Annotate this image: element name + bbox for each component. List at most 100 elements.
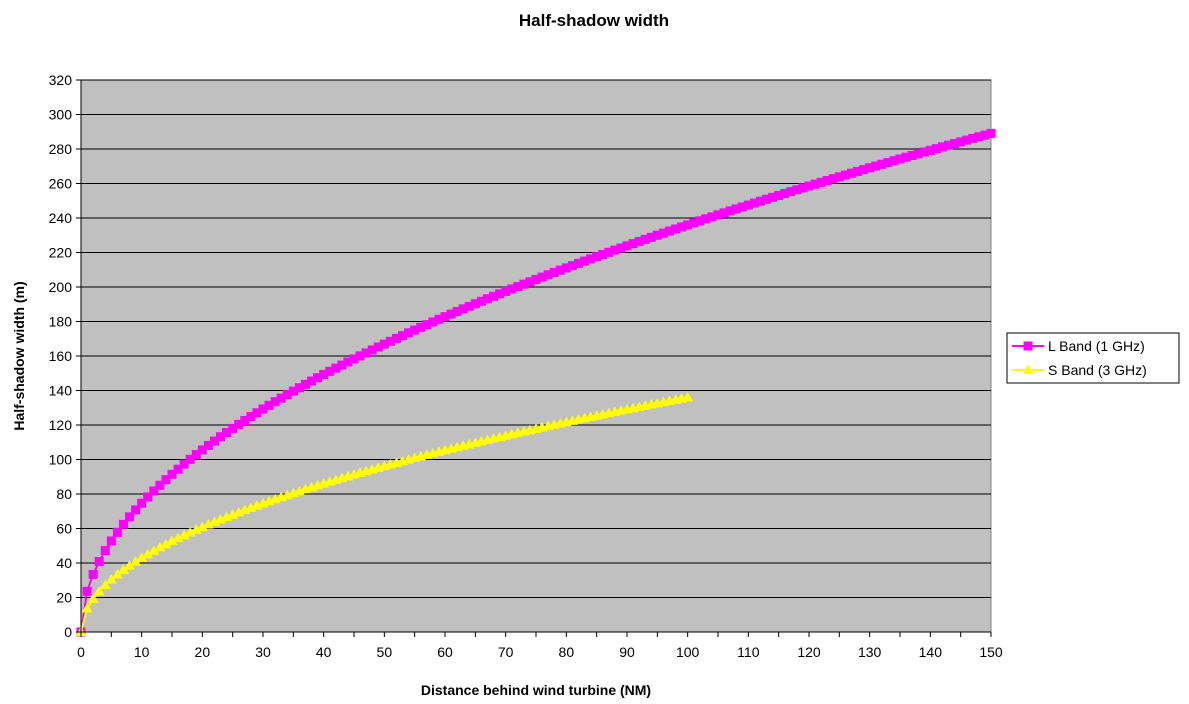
data-point	[956, 137, 966, 147]
data-point	[222, 428, 232, 438]
data-point	[173, 464, 183, 474]
data-point	[725, 206, 735, 216]
legend-label: S Band (3 GHz)	[1048, 362, 1147, 378]
legend-item: S Band (3 GHz)	[1012, 362, 1147, 378]
data-point	[980, 130, 990, 140]
data-point	[495, 289, 505, 299]
chart-title: Half-shadow width	[519, 11, 669, 30]
data-point	[683, 220, 693, 230]
data-point	[88, 569, 98, 579]
data-point	[452, 306, 462, 316]
data-point	[81, 603, 93, 613]
data-point	[846, 168, 856, 178]
data-point	[391, 333, 401, 343]
data-point	[124, 560, 136, 570]
y-tick-label: 0	[64, 624, 72, 640]
data-point	[416, 322, 426, 332]
data-point	[962, 135, 972, 145]
data-point	[810, 179, 820, 189]
y-tick-label: 200	[49, 279, 73, 295]
data-point	[191, 450, 201, 460]
data-point	[658, 228, 668, 238]
data-point	[519, 279, 529, 289]
data-point	[185, 454, 195, 464]
data-point	[234, 419, 244, 429]
data-point	[689, 218, 699, 228]
data-point	[294, 383, 304, 393]
data-point	[713, 210, 723, 220]
data-point	[513, 282, 523, 292]
data-point	[543, 270, 553, 280]
data-point	[895, 154, 905, 164]
data-point	[470, 299, 480, 309]
x-tick-label: 130	[858, 644, 882, 660]
data-point	[149, 486, 159, 496]
data-point	[489, 291, 499, 301]
data-point	[93, 585, 105, 596]
data-point	[792, 185, 802, 195]
data-point	[270, 397, 280, 407]
data-point	[798, 183, 808, 193]
x-tick-label: 110	[737, 644, 760, 660]
y-tick-label: 20	[56, 590, 72, 606]
data-point	[774, 190, 784, 200]
data-point	[768, 192, 778, 202]
data-point	[719, 208, 729, 218]
gridlines	[81, 79, 991, 598]
data-point	[840, 170, 850, 180]
data-point	[610, 245, 620, 255]
data-point	[307, 376, 317, 386]
data-point	[184, 526, 196, 537]
data-point	[361, 348, 371, 358]
x-tick-label: 120	[797, 644, 821, 660]
data-point	[154, 541, 166, 552]
data-point	[87, 593, 99, 603]
data-point	[604, 247, 614, 257]
data-point	[737, 202, 747, 212]
data-point	[762, 194, 772, 204]
data-point	[501, 286, 511, 296]
data-point	[682, 391, 694, 402]
data-point	[131, 505, 141, 515]
data-point	[883, 158, 893, 168]
legend-label: L Band (1 GHz)	[1048, 338, 1145, 354]
data-point	[950, 138, 960, 148]
data-point	[82, 586, 92, 596]
data-point	[925, 145, 935, 155]
data-point	[743, 200, 753, 210]
data-point	[652, 230, 662, 240]
data-point	[671, 224, 681, 234]
data-point	[889, 156, 899, 166]
data-point	[155, 480, 165, 490]
y-tick-labels: 0 20 40 60 80 100 120 140 160 180 200 220 240 260 280 3…	[49, 72, 73, 640]
y-tick-label: 240	[49, 210, 73, 226]
data-point	[434, 314, 444, 324]
data-point	[707, 212, 717, 222]
data-point	[622, 241, 632, 251]
data-point	[786, 187, 796, 197]
x-tick-label: 140	[919, 644, 943, 660]
data-point	[300, 379, 310, 389]
data-point	[968, 133, 978, 143]
y-tick-label: 160	[49, 348, 73, 364]
data-point	[160, 538, 172, 549]
series-l-band	[76, 128, 996, 637]
y-tick-label: 100	[49, 452, 73, 468]
data-point	[464, 301, 474, 311]
y-tick-label: 140	[49, 383, 73, 399]
x-tick-label: 150	[979, 644, 1003, 660]
data-point	[974, 132, 984, 142]
data-point	[664, 226, 674, 236]
data-point	[586, 254, 596, 264]
data-point	[755, 196, 765, 206]
y-tick-label: 320	[49, 72, 73, 88]
data-point	[161, 475, 171, 485]
data-point	[209, 436, 219, 446]
data-point	[202, 518, 214, 529]
data-point	[561, 263, 571, 273]
data-point	[313, 373, 323, 383]
legend-box	[1006, 332, 1180, 384]
data-point	[804, 181, 814, 191]
data-point	[677, 222, 687, 232]
